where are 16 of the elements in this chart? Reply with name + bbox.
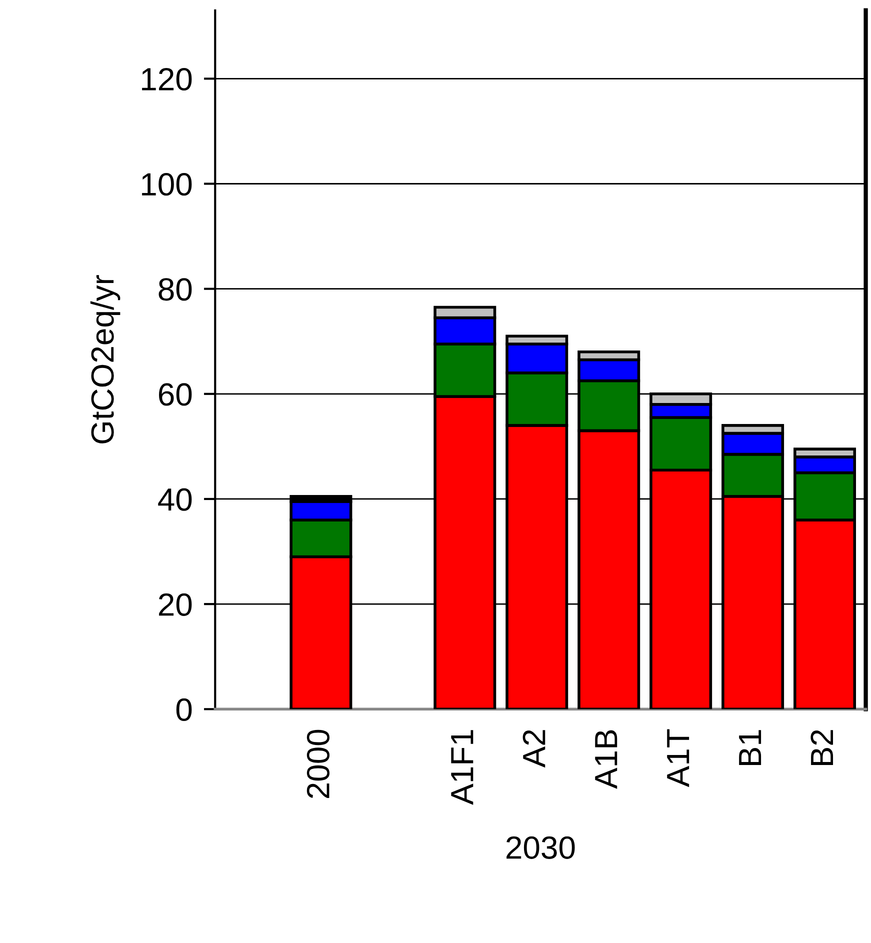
y-tick-label: 100	[142, 173, 192, 196]
y-tick-label: 60	[159, 383, 192, 406]
x-tick-label: A1T	[667, 729, 690, 788]
x-tick-label: A1F1	[451, 730, 474, 805]
x-tick-label: A1B	[595, 730, 618, 789]
x-tick-label: B1	[739, 730, 762, 766]
x-tick-label: 2000	[306, 730, 330, 798]
x-axis-title: 2030	[506, 836, 575, 859]
y-tick-label: 80	[158, 278, 192, 301]
y-tick-label: 20	[158, 593, 192, 616]
x-tick-label: A2	[522, 730, 546, 768]
y-axis-title: GtCO2eq/yr	[90, 275, 120, 444]
y-tick-label: 0	[176, 698, 192, 722]
y-tick-label: 40	[158, 488, 192, 511]
x-tick-label: B2	[810, 730, 834, 766]
y-tick-label: 120	[142, 68, 192, 91]
